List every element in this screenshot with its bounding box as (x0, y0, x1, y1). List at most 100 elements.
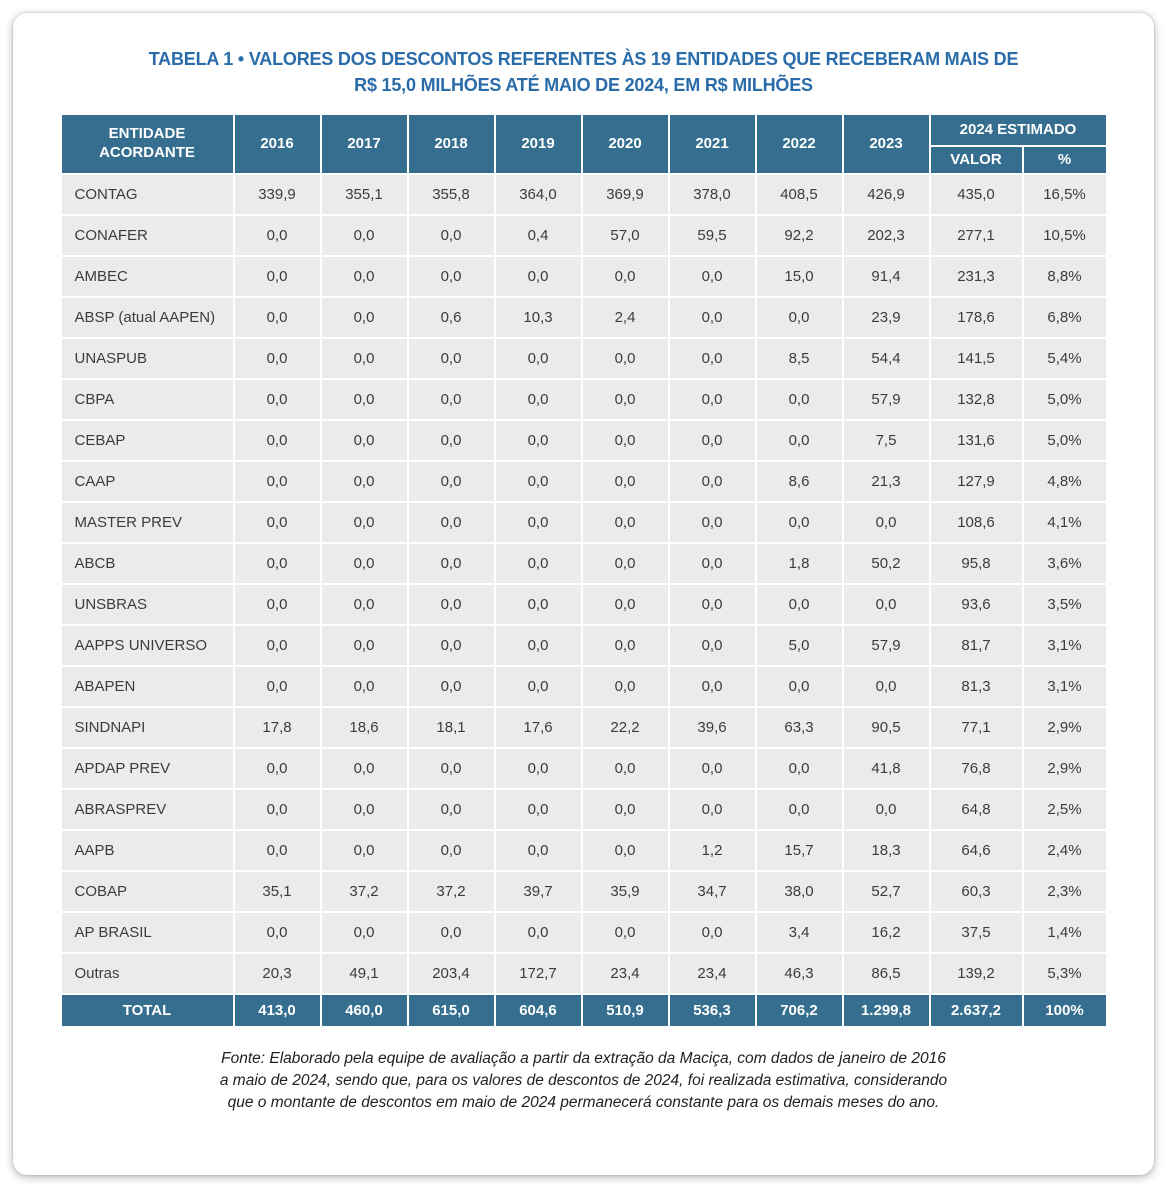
value-cell: 0,0 (493, 747, 583, 791)
value-cell: 91,4 (841, 255, 931, 299)
value-cell: 0,0 (580, 665, 670, 709)
table-row: CEBAP 0,0 0,0 0,0 0,0 0,0 0,0 0,0 7,5 131,6 5,0% (59, 419, 1108, 463)
entity-cell: AAPB (59, 829, 235, 873)
value-cell: 426,9 (841, 173, 931, 217)
value-cell: 0,0 (580, 419, 670, 463)
value-cell: 64,6 (928, 829, 1024, 873)
total-value-cell: 460,0 (319, 993, 409, 1029)
value-cell: 23,9 (841, 296, 931, 340)
value-cell: 0,0 (406, 542, 496, 586)
value-cell: 18,1 (406, 706, 496, 750)
discounts-table: ENTIDADE ACORDANTE 2016 2017 2018 2019 2… (59, 113, 1108, 1029)
value-cell: 0,0 (667, 911, 757, 955)
value-cell: 0,0 (406, 788, 496, 832)
column-header-entity-line2: ACORDANTE (99, 144, 195, 162)
value-cell: 0,0 (319, 337, 409, 381)
value-cell: 49,1 (319, 952, 409, 996)
value-cell: 0,0 (319, 829, 409, 873)
value-cell: 0,0 (580, 624, 670, 668)
entity-cell: ABCB (59, 542, 235, 586)
value-cell: 0,0 (493, 911, 583, 955)
source-note-line3: que o montante de descontos em maio de 2… (227, 1094, 940, 1112)
value-cell: 21,3 (841, 460, 931, 504)
entity-cell: COBAP (59, 870, 235, 914)
entity-cell: AAPPS UNIVERSO (59, 624, 235, 668)
table-row: ABRASPREV 0,0 0,0 0,0 0,0 0,0 0,0 0,0 0,0 64,8 2,5… (59, 788, 1108, 832)
value-cell: 0,0 (667, 624, 757, 668)
value-cell: 0,0 (841, 583, 931, 627)
table-title-line2: R$ 15,0 MILHÕES ATÉ MAIO DE 2024, EM R$ … (354, 74, 813, 95)
value-cell: 0,0 (667, 460, 757, 504)
total-value-cell: 706,2 (754, 993, 844, 1029)
value-cell: 5,0 (754, 624, 844, 668)
value-cell: 0,0 (232, 583, 322, 627)
value-cell: 22,2 (580, 706, 670, 750)
table-row: APDAP PREV 0,0 0,0 0,0 0,0 0,0 0,0 0,0 41,8 76,8 2… (59, 747, 1108, 791)
value-cell: 0,0 (232, 624, 322, 668)
source-note: Fonte: Elaborado pela equipe de avaliaçã… (114, 1048, 1054, 1114)
value-cell: 39,6 (667, 706, 757, 750)
value-cell: 355,1 (319, 173, 409, 217)
table-row: CONAFER 0,0 0,0 0,0 0,4 57,0 59,5 92,2 202,3 277,… (59, 214, 1108, 258)
value-cell: 2,4 (580, 296, 670, 340)
value-cell: 131,6 (928, 419, 1024, 463)
value-cell: 0,0 (406, 255, 496, 299)
table-body: CONTAG 339,9 355,1 355,8 364,0 369,9 378,0 408,… (59, 173, 1108, 996)
column-header-year-2019: 2019 (493, 113, 583, 176)
value-cell: 0,0 (406, 378, 496, 422)
column-header-year-2018: 2018 (406, 113, 496, 176)
value-cell: 17,6 (493, 706, 583, 750)
total-value-cell: 510,9 (580, 993, 670, 1029)
value-cell: 0,0 (232, 665, 322, 709)
value-cell: 37,2 (406, 870, 496, 914)
value-cell: 5,4% (1021, 337, 1108, 381)
value-cell: 0,0 (754, 788, 844, 832)
value-cell: 0,0 (232, 255, 322, 299)
value-cell: 92,2 (754, 214, 844, 258)
entity-cell: CBPA (59, 378, 235, 422)
value-cell: 178,6 (928, 296, 1024, 340)
column-header-entity-line1: ENTIDADE (108, 125, 186, 143)
entity-cell: UNASPUB (59, 337, 235, 381)
column-header-year-2016: 2016 (232, 113, 322, 176)
value-cell: 4,1% (1021, 501, 1108, 545)
value-cell: 0,0 (319, 378, 409, 422)
value-cell: 0,0 (580, 337, 670, 381)
value-cell: 23,4 (667, 952, 757, 996)
value-cell: 4,8% (1021, 460, 1108, 504)
value-cell: 0,0 (319, 665, 409, 709)
table-row: ABAPEN 0,0 0,0 0,0 0,0 0,0 0,0 0,0 0,0 81,3 3,1% (59, 665, 1108, 709)
value-cell: 0,0 (406, 583, 496, 627)
value-cell: 23,4 (580, 952, 670, 996)
entity-cell: MASTER PREV (59, 501, 235, 545)
value-cell: 0,0 (754, 747, 844, 791)
value-cell: 0,0 (580, 501, 670, 545)
entity-cell: Outras (59, 952, 235, 996)
value-cell: 364,0 (493, 173, 583, 217)
value-cell: 3,4 (754, 911, 844, 955)
value-cell: 3,1% (1021, 665, 1108, 709)
table-row: ABSP (atual AAPEN) 0,0 0,0 0,6 10,3 2,4 0,0 0,0… (59, 296, 1108, 340)
value-cell: 0,0 (232, 501, 322, 545)
value-cell: 8,6 (754, 460, 844, 504)
column-header-2024-estimado: 2024 ESTIMADO (928, 113, 1108, 148)
value-cell: 0,0 (232, 337, 322, 381)
value-cell: 0,0 (406, 337, 496, 381)
value-cell: 3,6% (1021, 542, 1108, 586)
value-cell: 0,0 (754, 296, 844, 340)
table-footer: TOTAL 413,0 460,0 615,0 604,6 510,9 536,3 706,… (59, 993, 1108, 1029)
value-cell: 2,3% (1021, 870, 1108, 914)
value-cell: 38,0 (754, 870, 844, 914)
value-cell: 57,0 (580, 214, 670, 258)
value-cell: 0,0 (580, 829, 670, 873)
value-cell: 5,0% (1021, 419, 1108, 463)
value-cell: 0,0 (754, 665, 844, 709)
value-cell: 0,0 (406, 665, 496, 709)
value-cell: 0,0 (232, 214, 322, 258)
value-cell: 0,0 (319, 911, 409, 955)
table-title-line1: TABELA 1 • VALORES DOS DESCONTOS REFEREN… (148, 49, 1019, 69)
value-cell: 2,5% (1021, 788, 1108, 832)
value-cell: 0,0 (493, 665, 583, 709)
value-cell: 3,1% (1021, 624, 1108, 668)
value-cell: 39,7 (493, 870, 583, 914)
